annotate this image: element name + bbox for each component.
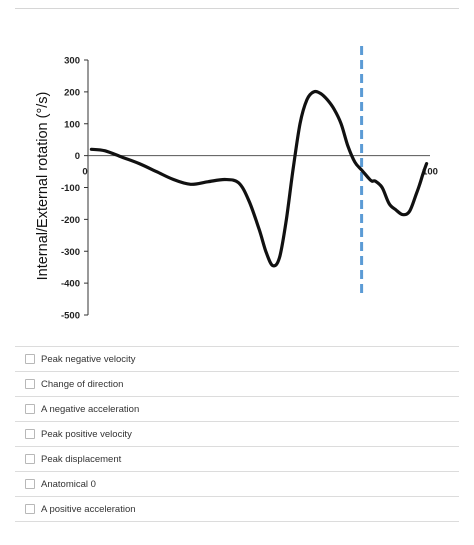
- data-point: [370, 179, 374, 183]
- data-point: [103, 149, 107, 152]
- answer-option[interactable]: Peak positive velocity: [15, 421, 459, 446]
- data-point: [189, 183, 192, 186]
- y-tick-label: -400: [61, 279, 80, 290]
- data-point: [312, 90, 315, 94]
- data-point: [271, 264, 274, 267]
- answer-option-label: Peak positive velocity: [41, 428, 132, 440]
- y-tick-label: 0: [75, 151, 80, 162]
- answer-option[interactable]: Change of direction: [15, 371, 459, 396]
- y-tick-label: 300: [64, 56, 80, 67]
- data-point: [257, 227, 261, 231]
- data-point: [415, 192, 418, 196]
- data-point: [206, 180, 209, 183]
- data-point: [292, 167, 295, 170]
- checkbox-icon[interactable]: [25, 379, 35, 389]
- data-point: [425, 162, 428, 165]
- checkbox-icon[interactable]: [25, 404, 35, 414]
- data-point: [394, 208, 397, 211]
- data-point: [387, 202, 391, 205]
- data-point: [367, 176, 370, 180]
- data-point: [223, 178, 226, 181]
- data-point: [418, 183, 421, 186]
- y-axis-label: Internal/External rotation (°/s): [35, 92, 51, 281]
- data-point: [155, 170, 158, 173]
- data-point: [380, 186, 384, 189]
- y-tick-label: -200: [61, 215, 80, 226]
- data-point: [285, 218, 288, 221]
- data-point: [247, 199, 250, 202]
- y-tick-label: -300: [61, 247, 80, 258]
- data-point: [339, 122, 343, 126]
- answer-option-label: A negative acceleration: [41, 403, 140, 415]
- data-point: [305, 98, 309, 102]
- data-point: [138, 162, 141, 165]
- answer-option[interactable]: A positive acceleration: [15, 496, 459, 522]
- answer-option[interactable]: Peak displacement: [15, 446, 459, 471]
- y-tick-label: -500: [61, 311, 80, 322]
- answer-option-label: Anatomical 0: [41, 478, 96, 490]
- y-tick-label: -100: [61, 183, 80, 194]
- y-tick-label: 100: [64, 119, 80, 130]
- data-point: [264, 250, 267, 253]
- data-point: [374, 179, 377, 183]
- answer-option-label: A positive acceleration: [41, 503, 136, 515]
- data-point: [326, 98, 329, 102]
- checkbox-icon[interactable]: [25, 454, 35, 464]
- checkbox-icon[interactable]: [25, 504, 35, 514]
- checkbox-icon[interactable]: [25, 354, 35, 364]
- data-point: [360, 168, 363, 172]
- x-tick-label: 0: [82, 167, 87, 178]
- series-line: [89, 89, 429, 268]
- answer-option[interactable]: Anatomical 0: [15, 471, 459, 496]
- x-tick-label: 100: [422, 167, 438, 178]
- y-tick-label: 200: [64, 87, 80, 98]
- answer-option[interactable]: Peak negative velocity: [15, 346, 459, 371]
- answer-options: Peak negative velocity Change of directio…: [15, 346, 459, 522]
- data-point: [90, 148, 93, 151]
- checkbox-icon[interactable]: [25, 429, 35, 439]
- data-point: [422, 172, 425, 175]
- answer-option[interactable]: A negative acceleration: [15, 396, 459, 421]
- data-point: [346, 144, 350, 148]
- data-point: [298, 122, 302, 126]
- top-divider: [15, 8, 459, 9]
- data-point: [353, 160, 356, 164]
- data-point: [408, 210, 411, 213]
- data-point: [121, 156, 124, 159]
- data-point: [237, 181, 240, 184]
- answer-option-label: Peak displacement: [41, 453, 122, 465]
- checkbox-icon[interactable]: [25, 479, 35, 489]
- series-group: [89, 89, 429, 268]
- data-point: [401, 213, 404, 216]
- answer-option-label: Peak negative velocity: [41, 353, 136, 365]
- answer-option-label: Change of direction: [41, 378, 124, 390]
- data-point: [319, 92, 322, 95]
- data-point: [278, 256, 281, 259]
- data-point: [172, 178, 175, 181]
- data-point: [333, 108, 336, 111]
- x-axis: 0 100: [82, 155, 438, 178]
